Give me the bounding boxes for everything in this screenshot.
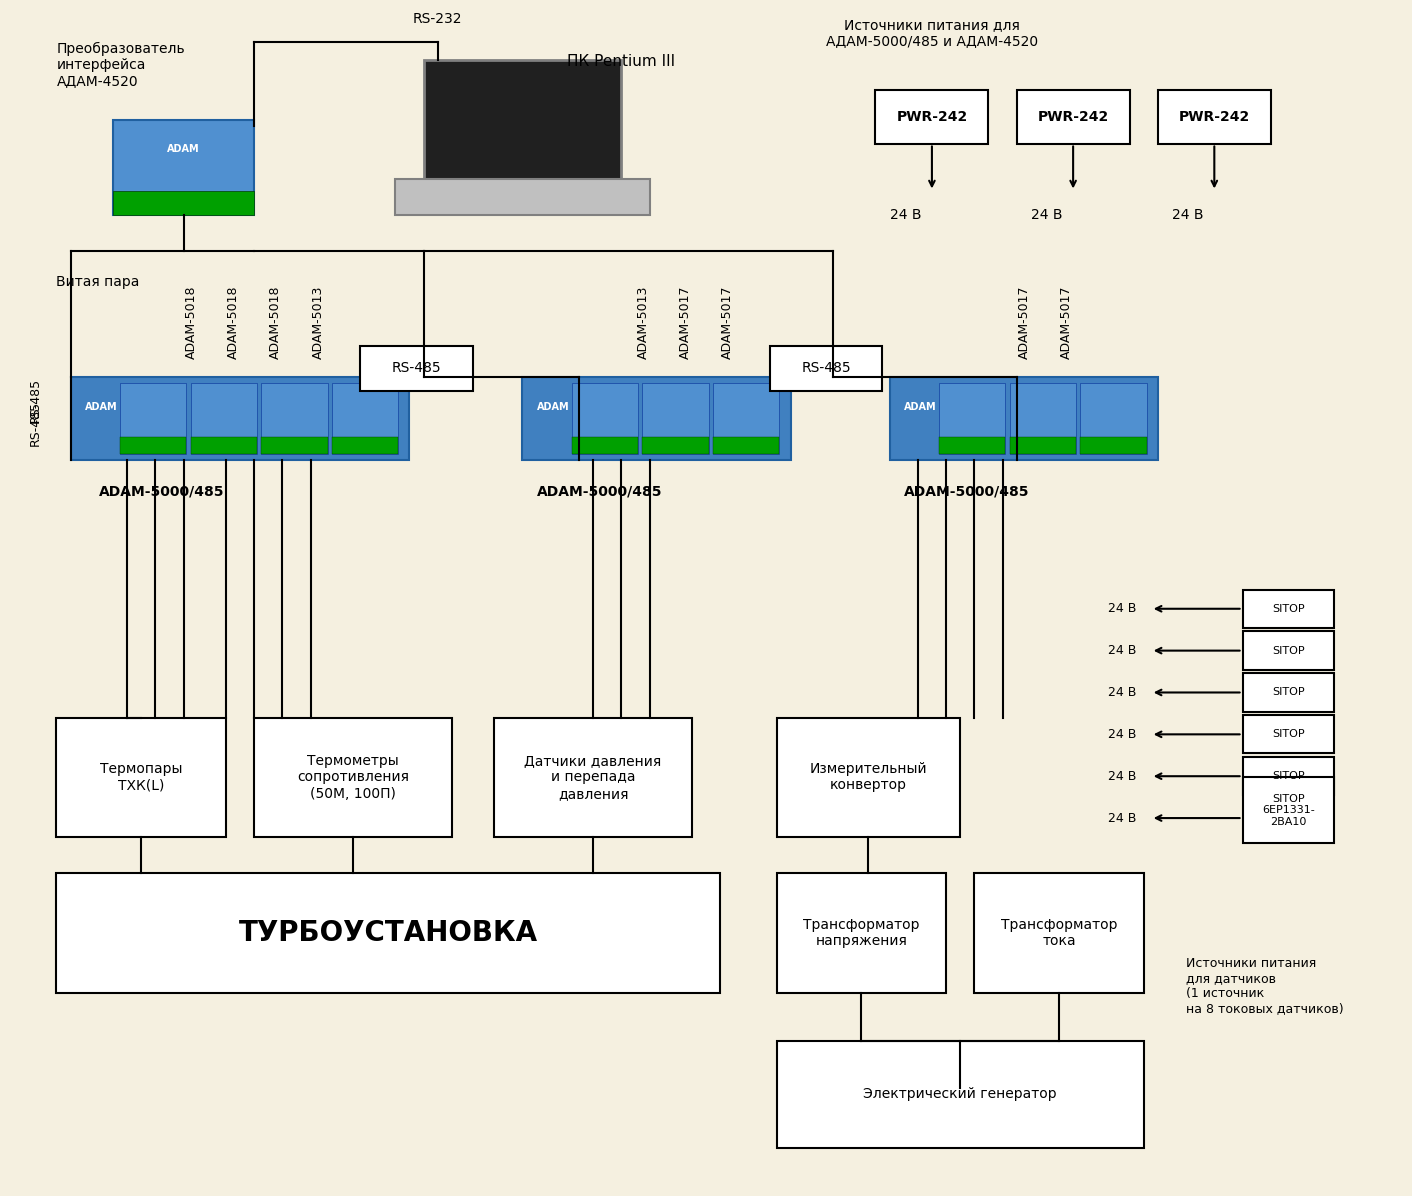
FancyBboxPatch shape	[974, 873, 1144, 993]
FancyBboxPatch shape	[642, 383, 709, 454]
Text: ADAM-5018: ADAM-5018	[227, 286, 240, 359]
FancyBboxPatch shape	[254, 718, 452, 837]
Text: ADAM: ADAM	[537, 402, 569, 411]
Text: PWR-242: PWR-242	[1038, 110, 1108, 123]
Text: RS-485: RS-485	[801, 361, 851, 376]
Text: Источники питания
для датчиков
(1 источник
на 8 токовых датчиков): Источники питания для датчиков (1 источн…	[1186, 957, 1344, 1014]
FancyBboxPatch shape	[890, 377, 1158, 460]
FancyBboxPatch shape	[1080, 437, 1147, 454]
Text: SITOP: SITOP	[1272, 646, 1305, 655]
FancyBboxPatch shape	[939, 437, 1005, 454]
FancyBboxPatch shape	[120, 437, 186, 454]
FancyBboxPatch shape	[1243, 673, 1334, 712]
FancyBboxPatch shape	[113, 191, 254, 215]
FancyBboxPatch shape	[71, 377, 409, 460]
Text: PWR-242: PWR-242	[897, 110, 967, 123]
FancyBboxPatch shape	[56, 718, 226, 837]
FancyBboxPatch shape	[424, 60, 621, 179]
FancyBboxPatch shape	[261, 437, 328, 454]
FancyBboxPatch shape	[332, 383, 398, 454]
FancyBboxPatch shape	[875, 90, 988, 144]
FancyBboxPatch shape	[360, 346, 473, 391]
Text: ADAM-5017: ADAM-5017	[722, 286, 734, 359]
FancyBboxPatch shape	[395, 179, 650, 215]
FancyBboxPatch shape	[261, 383, 328, 454]
Text: Трансформатор
напряжения: Трансформатор напряжения	[803, 917, 919, 948]
Text: 24 В: 24 В	[1172, 208, 1203, 222]
FancyBboxPatch shape	[191, 383, 257, 454]
Text: Термопары
ТХК(L): Термопары ТХК(L)	[100, 762, 182, 793]
Text: Витая пара: Витая пара	[56, 275, 140, 289]
FancyBboxPatch shape	[777, 1041, 1144, 1148]
Text: ADAM-5000/485: ADAM-5000/485	[904, 484, 1029, 499]
Text: ADAM: ADAM	[167, 145, 201, 154]
Text: ПК Pentium III: ПК Pentium III	[568, 54, 675, 69]
FancyBboxPatch shape	[1243, 757, 1334, 795]
FancyBboxPatch shape	[713, 437, 779, 454]
Text: SITOP
6EP1331-
2BA10: SITOP 6EP1331- 2BA10	[1262, 794, 1315, 826]
FancyBboxPatch shape	[1010, 437, 1076, 454]
Text: Датчики давления
и перепада
давления: Датчики давления и перепада давления	[524, 755, 662, 800]
FancyBboxPatch shape	[713, 383, 779, 454]
Text: SITOP: SITOP	[1272, 688, 1305, 697]
FancyBboxPatch shape	[1243, 590, 1334, 628]
FancyBboxPatch shape	[1010, 383, 1076, 454]
Text: RS-485: RS-485	[28, 378, 42, 423]
Text: Трансформатор
тока: Трансформатор тока	[1001, 917, 1117, 948]
Text: 24 В: 24 В	[1031, 208, 1062, 222]
Text: Термометры
сопротивления
(50М, 100П): Термометры сопротивления (50М, 100П)	[297, 755, 409, 800]
Text: ADAM-5017: ADAM-5017	[1060, 286, 1073, 359]
FancyBboxPatch shape	[572, 383, 638, 454]
Text: 24 В: 24 В	[1108, 687, 1137, 698]
Text: 24 В: 24 В	[890, 208, 921, 222]
FancyBboxPatch shape	[1080, 383, 1147, 454]
Text: ADAM: ADAM	[904, 402, 936, 411]
FancyBboxPatch shape	[1243, 631, 1334, 670]
Text: RS-232: RS-232	[412, 12, 463, 26]
FancyBboxPatch shape	[522, 377, 791, 460]
Text: Преобразователь
интерфейса
АДАМ-4520: Преобразователь интерфейса АДАМ-4520	[56, 42, 185, 89]
FancyBboxPatch shape	[1017, 90, 1130, 144]
FancyBboxPatch shape	[1243, 715, 1334, 753]
Text: SITOP: SITOP	[1272, 730, 1305, 739]
Text: ADAM-5018: ADAM-5018	[270, 286, 282, 359]
Text: SITOP: SITOP	[1272, 604, 1305, 614]
Text: SITOP: SITOP	[1272, 771, 1305, 781]
Text: RS-485: RS-485	[28, 401, 42, 446]
FancyBboxPatch shape	[642, 437, 709, 454]
Text: RS-485: RS-485	[391, 361, 442, 376]
FancyBboxPatch shape	[113, 120, 254, 215]
FancyBboxPatch shape	[939, 383, 1005, 454]
Text: 24 В: 24 В	[1108, 728, 1137, 740]
FancyBboxPatch shape	[191, 437, 257, 454]
Text: ADAM: ADAM	[85, 402, 117, 411]
Text: 24 В: 24 В	[1108, 812, 1137, 824]
Text: PWR-242: PWR-242	[1179, 110, 1250, 123]
Text: ADAM-5017: ADAM-5017	[1018, 286, 1031, 359]
Text: ADAM-5000/485: ADAM-5000/485	[537, 484, 662, 499]
Text: 24 В: 24 В	[1108, 645, 1137, 657]
Text: ADAM-5018: ADAM-5018	[185, 286, 198, 359]
FancyBboxPatch shape	[777, 718, 960, 837]
FancyBboxPatch shape	[120, 383, 186, 454]
FancyBboxPatch shape	[1158, 90, 1271, 144]
Text: ADAM-5000/485: ADAM-5000/485	[99, 484, 225, 499]
Text: Измерительный
конвертор: Измерительный конвертор	[809, 762, 928, 793]
FancyBboxPatch shape	[777, 873, 946, 993]
Text: 24 В: 24 В	[1108, 603, 1137, 615]
Text: Источники питания для
АДАМ-5000/485 и АДАМ-4520: Источники питания для АДАМ-5000/485 и АД…	[826, 18, 1038, 48]
FancyBboxPatch shape	[332, 437, 398, 454]
FancyBboxPatch shape	[572, 437, 638, 454]
Text: 24 В: 24 В	[1108, 770, 1137, 782]
Text: ТУРБОУСТАНОВКА: ТУРБОУСТАНОВКА	[239, 919, 538, 947]
FancyBboxPatch shape	[770, 346, 882, 391]
Text: Электрический генератор: Электрический генератор	[863, 1087, 1058, 1102]
FancyBboxPatch shape	[56, 873, 720, 993]
Text: ADAM-5013: ADAM-5013	[312, 286, 325, 359]
Text: ADAM-5017: ADAM-5017	[679, 286, 692, 359]
FancyBboxPatch shape	[494, 718, 692, 837]
Text: ADAM-5013: ADAM-5013	[637, 286, 650, 359]
FancyBboxPatch shape	[1243, 777, 1334, 843]
